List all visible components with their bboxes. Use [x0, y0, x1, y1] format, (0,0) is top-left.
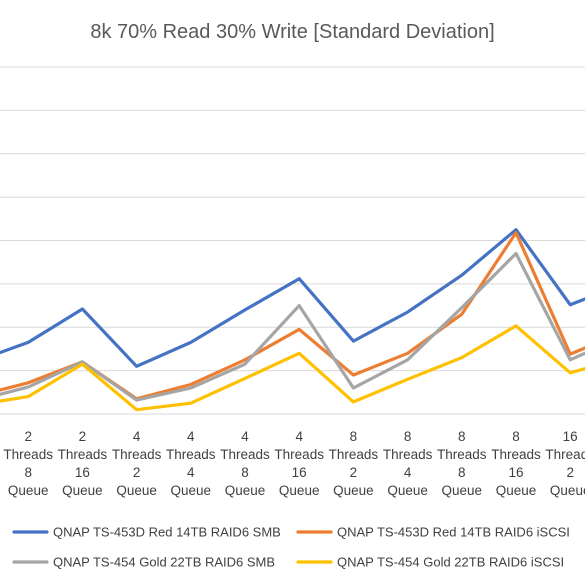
legend-label: QNAP TS-453D Red 14TB RAID6 SMB	[53, 525, 281, 540]
data-point	[514, 228, 518, 231]
x-tick-label: 8	[458, 465, 466, 480]
legend-label: QNAP TS-454 Gold 22TB RAID6 iSCSI	[337, 555, 564, 570]
x-tick-label: 8	[404, 429, 412, 444]
data-point	[298, 328, 301, 331]
data-point	[569, 352, 572, 356]
data-point	[352, 386, 355, 390]
x-tick-label: 8	[350, 429, 358, 444]
data-point	[243, 362, 247, 366]
data-point	[81, 360, 84, 364]
series-line-4	[0, 324, 585, 412]
legend: QNAP TS-453D Red 14TB RAID6 SMB QNAP TS-4…	[12, 525, 570, 570]
data-point	[27, 385, 30, 389]
data-point	[460, 313, 463, 316]
data-point	[298, 352, 301, 355]
x-tick-label: Threads	[166, 447, 216, 462]
data-point	[352, 339, 355, 343]
data-point	[569, 358, 572, 361]
data-point	[27, 341, 30, 344]
x-tick-label: 8	[24, 465, 32, 480]
data-point	[135, 365, 138, 368]
x-tick-label: 4	[187, 429, 195, 444]
data-point	[81, 362, 84, 366]
data-point	[27, 395, 30, 398]
x-tick-label: 2	[133, 465, 141, 480]
data-point	[189, 386, 192, 390]
x-tick-label: 4	[241, 429, 249, 444]
data-point	[298, 304, 301, 307]
series-line-1	[0, 228, 585, 368]
data-point	[352, 400, 355, 404]
x-tick-label: Queue	[171, 483, 212, 498]
data-point	[569, 303, 572, 306]
data-point	[243, 358, 247, 361]
data-point	[406, 352, 409, 355]
x-tick-label: 16	[75, 465, 90, 480]
x-tick-label: 16	[508, 465, 523, 480]
x-tick-label: Queue	[496, 483, 537, 498]
x-tick-label: 8	[458, 429, 466, 444]
legend-label: QNAP TS-453D Red 14TB RAID6 iSCSI	[337, 525, 570, 540]
x-tick-label: 4	[295, 429, 303, 444]
x-tick-label: 2	[350, 465, 358, 480]
x-tick-label: 16	[292, 465, 307, 480]
x-tick-label: 2	[24, 429, 32, 444]
data-point	[569, 371, 572, 374]
x-tick-label: 2	[566, 465, 574, 480]
data-point	[27, 381, 30, 384]
data-point	[189, 401, 192, 405]
x-tick-label: Queue	[279, 483, 320, 498]
data-point	[514, 231, 518, 234]
data-point	[189, 341, 192, 344]
data-point	[514, 252, 518, 255]
data-point	[406, 358, 409, 361]
data-point	[243, 377, 247, 380]
data-point	[135, 398, 138, 402]
data-point	[189, 383, 192, 386]
x-tick-label: Threads	[112, 447, 162, 462]
data-point	[298, 277, 301, 280]
x-tick-label: Threads	[491, 447, 541, 462]
x-tick-label: Threads	[383, 447, 433, 462]
data-point	[81, 307, 84, 311]
x-tick-label: 8	[512, 429, 520, 444]
data-point	[406, 310, 409, 314]
x-tick-label: Queue	[62, 483, 103, 498]
x-tick-label: Threads	[545, 447, 585, 462]
chart-title: 8k 70% Read 30% Write [Standard Deviatio…	[90, 21, 494, 43]
x-tick-label: Queue	[8, 483, 49, 498]
data-point	[243, 308, 247, 312]
x-tick-label: Threads	[329, 447, 379, 462]
x-tick-label: 4	[404, 465, 412, 480]
x-tick-label: Threads	[58, 447, 108, 462]
data-point	[352, 373, 355, 377]
data-point	[514, 324, 518, 328]
gridlines	[0, 66, 585, 415]
x-axis-tick-labels: 2 Threads 4 Queue 2 Threads 8 Queue 2 Threads 16 Qu…	[3, 429, 585, 498]
x-tick-label: Threads	[274, 447, 324, 462]
x-tick-label: Threads	[437, 447, 487, 462]
x-tick-label: 2	[79, 429, 87, 444]
x-tick-label: Queue	[225, 483, 266, 498]
x-tick-label: Queue	[333, 483, 374, 498]
x-tick-label: Queue	[387, 483, 428, 498]
x-tick-label: 4	[187, 465, 195, 480]
x-tick-label: Queue	[442, 483, 483, 498]
data-point	[460, 306, 463, 309]
x-tick-label: Queue	[550, 483, 585, 498]
x-tick-label: 4	[133, 429, 141, 444]
data-point	[135, 408, 138, 411]
x-tick-label: Queue	[116, 483, 157, 498]
series-lines	[0, 228, 585, 412]
legend-label: QNAP TS-454 Gold 22TB RAID6 SMB	[53, 555, 275, 570]
x-tick-label: Threads	[3, 447, 53, 462]
data-point	[460, 274, 463, 277]
data-point	[406, 378, 409, 381]
x-tick-label: 8	[241, 465, 249, 480]
data-point	[460, 356, 463, 359]
x-tick-label: 16	[563, 429, 578, 444]
x-tick-label: Threads	[220, 447, 270, 462]
